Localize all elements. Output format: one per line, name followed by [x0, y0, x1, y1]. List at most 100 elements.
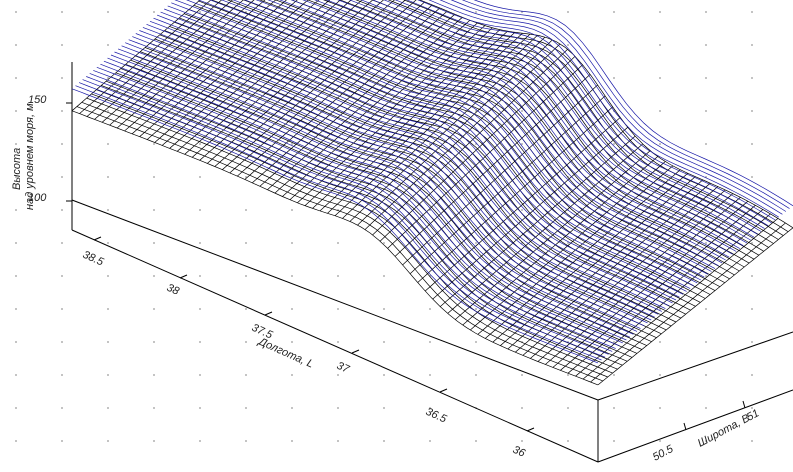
grid-dot: [199, 341, 201, 343]
mesh-blue-row: [267, 0, 730, 258]
grid-dot: [751, 440, 753, 442]
grid-dot: [153, 143, 155, 145]
mesh-blue-row: [174, 0, 701, 281]
grid-dot: [429, 374, 431, 376]
grid-dot: [337, 242, 339, 244]
x-tick-1: [179, 274, 188, 279]
grid-dot: [15, 11, 17, 13]
mesh-blue-row: [186, 0, 705, 278]
grid-dot: [107, 275, 109, 277]
grid-dot: [199, 440, 201, 442]
mesh-blue-row: [96, 66, 623, 344]
grid-dot: [153, 308, 155, 310]
grid-dot: [291, 209, 293, 211]
grid-dot: [613, 77, 615, 79]
grid-dot: [475, 11, 477, 13]
grid-dot: [291, 143, 293, 145]
mesh-black-col: [124, 0, 277, 132]
mesh-blue-row: [314, 0, 744, 247]
mesh-blue-row: [406, 0, 772, 224]
grid-dot: [429, 209, 431, 211]
mesh-black-col: [304, 29, 501, 206]
grid-dot: [61, 110, 63, 112]
mesh-black-row: [339, 0, 769, 248]
grid-dot: [567, 440, 569, 442]
mesh-black-row: [105, 80, 633, 358]
mesh-black-col: [470, 161, 666, 331]
grid-dot: [245, 374, 247, 376]
mesh-black-col: [454, 150, 651, 320]
grid-dot: [521, 209, 523, 211]
grid-dot: [245, 308, 247, 310]
background-dot-grid: [15, 11, 753, 442]
mesh-black-col: [79, 0, 212, 114]
mesh-blue-row: [290, 0, 737, 252]
mesh-blue-row: [428, 0, 779, 218]
grid-dot: [61, 440, 63, 442]
grid-dot: [429, 407, 431, 409]
grid-dot: [153, 242, 155, 244]
grid-dot: [15, 407, 17, 409]
grid-dot: [659, 77, 661, 79]
mesh-black-col: [131, 0, 287, 135]
grid-dot: [107, 176, 109, 178]
mesh-black-col: [545, 197, 741, 365]
grid-dot: [61, 308, 63, 310]
mesh-blue-row: [394, 0, 769, 227]
mesh-black-col: [319, 32, 516, 212]
grid-dot: [475, 440, 477, 442]
grid-dot: [705, 275, 707, 277]
grid-dot: [567, 374, 569, 376]
mesh-blue-row: [156, 14, 684, 295]
grid-dot: [291, 242, 293, 244]
grid-dot: [15, 209, 17, 211]
mesh-blue-row: [125, 42, 652, 321]
x-axis-title: Долгота, L: [255, 335, 315, 371]
grid-dot: [291, 77, 293, 79]
grid-dot: [61, 341, 63, 343]
mesh-blue-row: [348, 0, 755, 238]
grid-dot: [383, 374, 385, 376]
grid-dot: [107, 110, 109, 112]
x-tick-5: [526, 427, 535, 432]
mesh-blue-row: [337, 0, 751, 241]
mesh-black-col: [139, 0, 298, 137]
box-top-front-line: [71, 199, 599, 401]
grid-dot: [429, 143, 431, 145]
mesh-blue-row: [107, 57, 634, 335]
grid-dot: [291, 275, 293, 277]
grid-dot: [567, 407, 569, 409]
mesh-blue-row: [167, 5, 694, 287]
x-tick-label-38: 38: [165, 282, 182, 298]
grid-dot: [567, 308, 569, 310]
x-axis-line: [71, 229, 599, 463]
y-tick-label-51: 51: [745, 407, 761, 423]
grid-dot: [199, 242, 201, 244]
grid-dot: [153, 209, 155, 211]
grid-dot: [199, 407, 201, 409]
mesh-black-row: [125, 64, 652, 343]
grid-dot: [245, 275, 247, 277]
grid-dot: [475, 341, 477, 343]
grid-dot: [245, 209, 247, 211]
grid-dot: [751, 308, 753, 310]
grid-dot: [751, 275, 753, 277]
grid-dot: [153, 374, 155, 376]
grid-dot: [199, 308, 201, 310]
grid-dot: [61, 176, 63, 178]
grid-dot: [705, 77, 707, 79]
y-tick-51: [742, 400, 746, 409]
grid-dot: [429, 11, 431, 13]
mesh-blue-row: [160, 11, 687, 292]
grid-dot: [153, 275, 155, 277]
mesh-black-col: [515, 182, 711, 353]
grid-dot: [659, 341, 661, 343]
mesh-blue-row: [279, 0, 733, 255]
grid-dot: [107, 77, 109, 79]
mesh-blue-row: [86, 76, 613, 352]
grid-dot: [15, 374, 17, 376]
grid-dot: [613, 11, 615, 13]
x-tick-3: [351, 349, 360, 354]
mesh-black-col: [327, 32, 523, 214]
grid-dot: [659, 110, 661, 112]
